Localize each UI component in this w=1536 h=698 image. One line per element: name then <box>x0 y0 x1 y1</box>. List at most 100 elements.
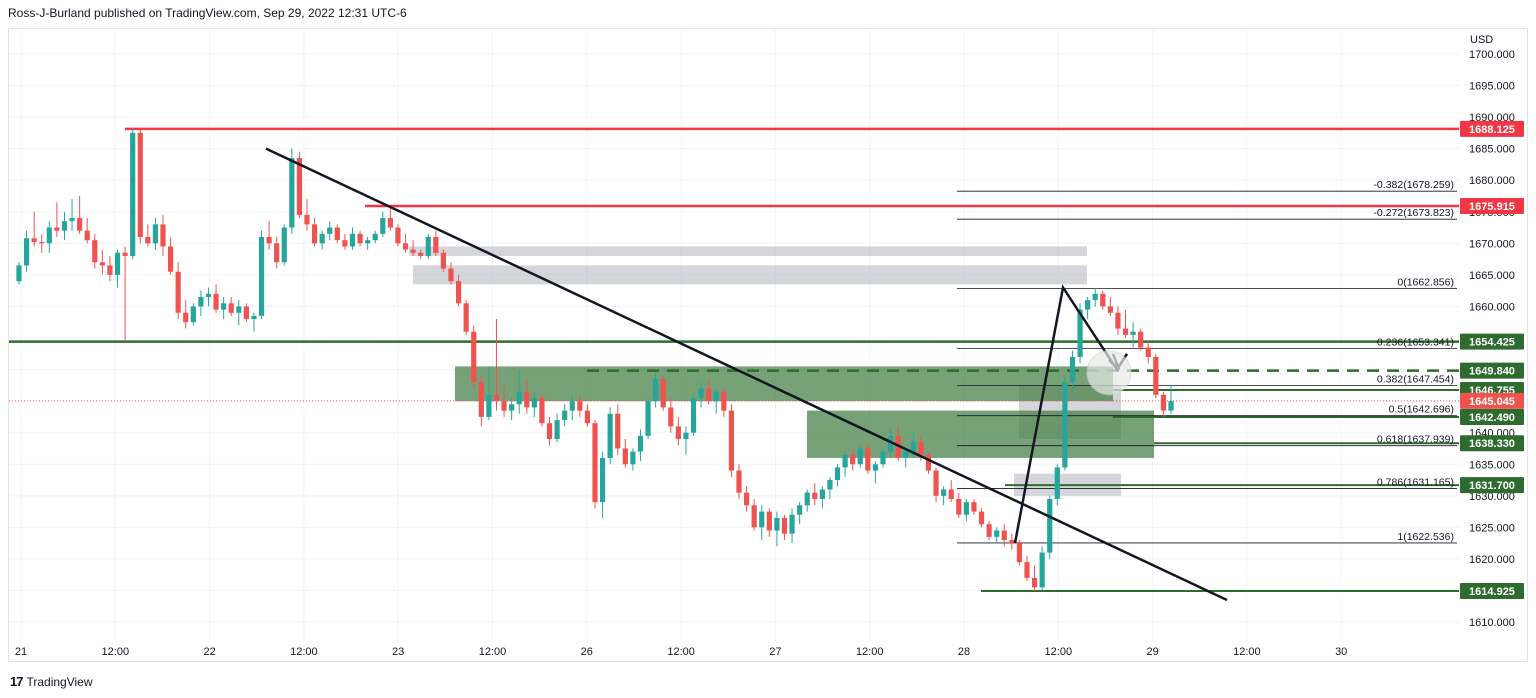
candle-down <box>410 240 416 256</box>
time-tick-label: 12:00 <box>1233 646 1261 658</box>
candle-body <box>675 426 681 439</box>
candle-body <box>615 413 621 449</box>
candle-up <box>827 476 833 499</box>
candle-body <box>440 252 447 269</box>
candle-body <box>1100 293 1106 307</box>
candle-body <box>941 489 947 496</box>
candle-up <box>872 461 879 484</box>
price-tick-label: 1610.000 <box>1469 617 1515 629</box>
grid <box>9 29 1459 641</box>
candles <box>16 129 1174 592</box>
demand-zone <box>455 366 1113 402</box>
publisher-caption: Ross-J-Burland published on TradingView.… <box>8 6 407 20</box>
candle-up <box>319 230 325 250</box>
candle-body <box>99 262 105 266</box>
time-tick-label: 12:00 <box>856 646 884 658</box>
candle-down <box>1031 565 1038 592</box>
candle-body <box>971 502 977 512</box>
candle-up <box>16 262 22 285</box>
candle-body <box>1039 552 1045 588</box>
candle-down <box>54 202 60 237</box>
candle-body <box>1069 356 1076 383</box>
candle-body <box>471 331 477 383</box>
candle-body <box>311 224 318 244</box>
tradingview-branding[interactable]: 17 TradingView <box>10 674 93 689</box>
candle-down <box>387 205 393 231</box>
fib-level-label: 0.618(1637.939) <box>1377 434 1454 446</box>
price-label-box <box>1460 477 1524 494</box>
candle-body <box>266 237 272 244</box>
candle-up <box>221 296 227 320</box>
price-label-text: 1638.330 <box>1469 438 1515 450</box>
candle-down <box>433 230 439 256</box>
candle-body <box>372 233 378 241</box>
candle-body <box>797 505 803 515</box>
fib-level-label: -0.382(1678.259) <box>1373 179 1454 191</box>
candle-down <box>1100 290 1106 310</box>
candle-down <box>145 224 151 247</box>
candle-down <box>592 420 598 509</box>
candle-down <box>971 498 977 515</box>
candle-down <box>668 397 674 433</box>
candle-body <box>728 410 735 471</box>
candle-body <box>349 233 356 247</box>
candle-up <box>349 227 356 250</box>
candle-down <box>675 416 681 446</box>
candle-body <box>698 388 704 398</box>
candle-body <box>1062 382 1068 468</box>
candle-up <box>425 233 431 260</box>
candle-down <box>1009 533 1015 550</box>
candle-up <box>1062 375 1068 471</box>
candle-up <box>1092 288 1098 307</box>
candle-down <box>99 249 105 275</box>
candle-body <box>743 492 750 506</box>
candle-down <box>228 296 234 316</box>
candle-body <box>425 237 431 256</box>
highlight-circle <box>1086 350 1132 396</box>
candle-body <box>910 442 916 452</box>
candle-down <box>539 394 545 427</box>
candle-down <box>84 218 90 244</box>
chart-panel[interactable]: -0.382(1678.259) -0.272(1673.823) 0(1662.8… <box>8 28 1528 662</box>
candle-up <box>380 211 386 237</box>
price-label-text: 1675.915 <box>1469 201 1515 213</box>
candle-body <box>145 237 151 244</box>
time-tick-label: 12:00 <box>479 646 507 658</box>
price-tick-label: 1625.000 <box>1469 522 1515 534</box>
candle-body <box>16 265 22 282</box>
candle-down <box>39 233 45 253</box>
candle-down <box>584 404 591 427</box>
candle-body <box>986 524 992 537</box>
candle-body <box>994 530 1000 537</box>
candle-up <box>562 404 568 427</box>
candle-down <box>766 508 772 537</box>
candle-body <box>524 391 530 408</box>
candle-up <box>251 312 257 332</box>
candle-body <box>774 517 780 531</box>
candle-up <box>61 211 68 241</box>
candle-down <box>577 394 583 417</box>
candle-body <box>918 442 924 455</box>
candle-body <box>1145 347 1151 357</box>
candle-body <box>342 240 348 247</box>
candle-body <box>516 391 522 405</box>
candle-up <box>698 382 704 408</box>
candle-up <box>1047 495 1053 559</box>
candle-down <box>266 221 272 250</box>
candle-body <box>92 240 98 263</box>
candle-body <box>23 238 30 266</box>
candle-down <box>1001 524 1007 547</box>
time-tick-label: 27 <box>769 646 781 658</box>
candle-body <box>167 246 174 272</box>
time-tick-label: 29 <box>1146 646 1158 658</box>
candle-body <box>31 238 37 243</box>
candle-body <box>857 448 863 465</box>
candle-down <box>956 492 962 518</box>
candle-body <box>577 401 583 411</box>
candle-up <box>713 388 719 414</box>
price-chart[interactable]: -0.382(1678.259) -0.272(1673.823) 0(1662.8… <box>9 29 1527 661</box>
candle-body <box>509 404 515 411</box>
candle-body <box>819 489 825 499</box>
candle-up <box>1039 546 1045 591</box>
price-tick-label: 1670.000 <box>1469 238 1515 250</box>
